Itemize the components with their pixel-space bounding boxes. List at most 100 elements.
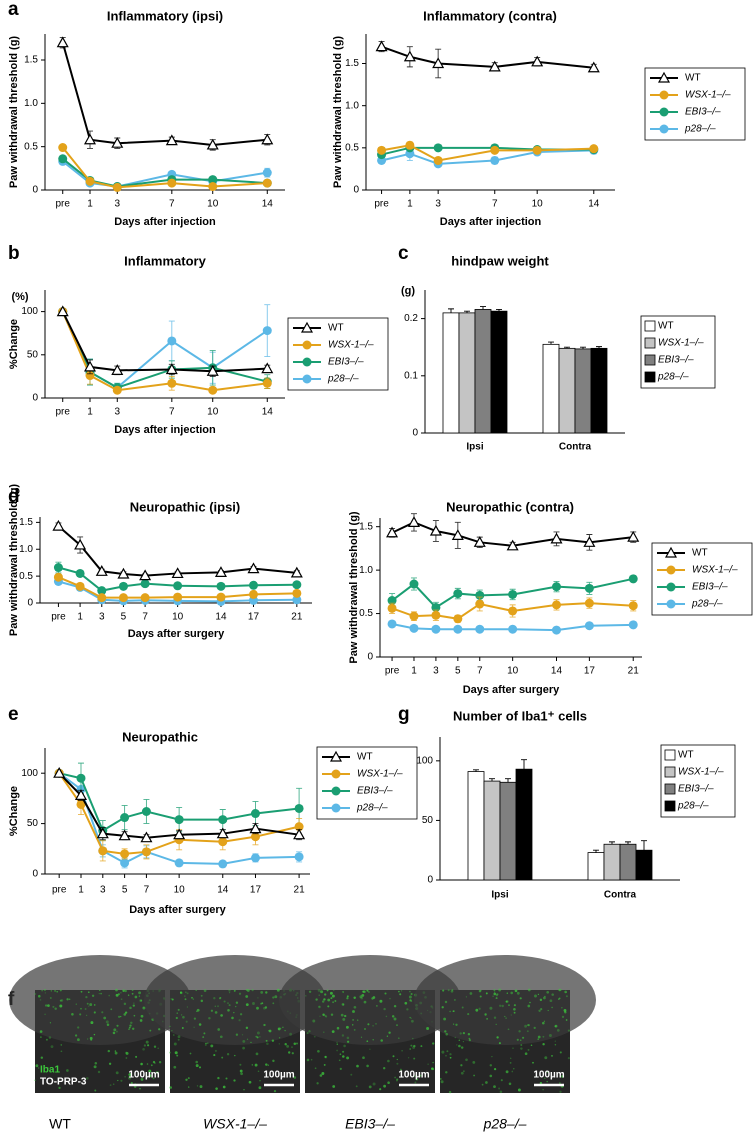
- y-axis-label: Paw withdrawal threshold (g): [348, 511, 360, 664]
- legend-label: p28–/–: [657, 372, 689, 383]
- x-tick-label: Ipsi: [491, 890, 508, 901]
- cell-signal: [540, 1008, 543, 1011]
- cell-signal: [387, 1059, 390, 1063]
- y-tick-label: 100: [21, 306, 38, 317]
- cell-signal: [356, 1064, 359, 1068]
- cell-signal: [459, 1032, 462, 1035]
- cell-signal: [44, 1004, 48, 1007]
- cell-signal: [342, 1050, 345, 1053]
- cell-signal: [214, 1011, 218, 1014]
- legend-swatch: [664, 783, 676, 795]
- cell-signal: [432, 1061, 434, 1064]
- cell-signal: [441, 1050, 445, 1054]
- cell-signal: [152, 1060, 156, 1064]
- x-tick-label: 1: [407, 199, 413, 210]
- x-tick-label: Ipsi: [466, 442, 483, 453]
- cell-signal: [235, 1001, 239, 1004]
- marker: [584, 621, 594, 631]
- marker: [431, 610, 441, 620]
- cell-signal: [393, 1004, 397, 1008]
- cell-signal: [251, 1064, 253, 1066]
- chart-title: Number of Iba1⁺ cells: [453, 708, 587, 723]
- cell-signal: [506, 1000, 509, 1003]
- cell-signal: [103, 1016, 107, 1020]
- cell-signal: [532, 1061, 534, 1064]
- marker: [405, 140, 415, 150]
- cell-signal: [379, 1088, 382, 1091]
- legend-swatch: [664, 766, 676, 778]
- cell-signal: [241, 1034, 244, 1036]
- cell-signal: [107, 1049, 111, 1053]
- marker: [488, 60, 501, 72]
- cell-signal: [93, 1011, 96, 1014]
- cell-signal: [127, 994, 130, 996]
- legend-swatch: [644, 371, 656, 383]
- y-tick-label: 0: [32, 869, 38, 880]
- cell-signal: [208, 1016, 211, 1020]
- x-tick-label: 3: [114, 199, 120, 210]
- cell-signal: [171, 1030, 173, 1032]
- y-tick-label: 1.0: [19, 544, 33, 555]
- cell-signal: [534, 994, 537, 998]
- marker: [433, 143, 443, 153]
- cell-signal: [449, 1056, 452, 1059]
- cell-signal: [330, 1013, 334, 1016]
- cell-signal: [498, 988, 502, 992]
- cell-signal: [493, 1016, 497, 1019]
- cell-signal: [242, 1039, 246, 1043]
- x-tick-label: 10: [507, 666, 519, 677]
- cell-signal: [399, 993, 402, 996]
- cell-signal: [255, 1052, 259, 1056]
- y-tick-label: 100: [416, 755, 433, 766]
- cell-signal: [537, 993, 540, 996]
- x-tick-label: 1: [77, 612, 83, 623]
- marker: [290, 566, 303, 578]
- cell-signal: [137, 1072, 139, 1075]
- cell-signal: [41, 990, 43, 992]
- x-tick-label: 17: [248, 612, 260, 623]
- cell-signal: [489, 1006, 493, 1010]
- legend-label: WT: [685, 73, 701, 84]
- cell-signal: [542, 1089, 544, 1091]
- series-line: [61, 42, 268, 146]
- cell-signal: [336, 1049, 338, 1052]
- marker: [74, 538, 87, 550]
- cell-signal: [336, 1026, 340, 1030]
- cell-signal: [277, 1027, 281, 1031]
- cell-signal: [234, 1054, 236, 1057]
- cell-signal: [68, 998, 71, 1001]
- cell-signal: [341, 1034, 345, 1037]
- cell-signal: [343, 1044, 346, 1048]
- cell-signal: [153, 1045, 157, 1048]
- marker: [75, 568, 85, 578]
- marker: [218, 815, 228, 825]
- cell-signal: [259, 1036, 261, 1038]
- marker: [83, 360, 97, 372]
- cell-signal: [426, 1027, 430, 1030]
- cell-signal: [351, 1024, 354, 1026]
- cell-signal: [461, 1006, 464, 1009]
- marker: [112, 385, 122, 395]
- bar: [483, 780, 501, 881]
- cell-signal: [112, 1083, 115, 1085]
- cell-signal: [520, 1044, 523, 1046]
- cell-signal: [198, 1023, 202, 1026]
- cell-signal: [499, 1090, 503, 1094]
- cell-signal: [544, 995, 546, 998]
- cell-signal: [135, 1055, 138, 1058]
- cell-signal: [388, 1031, 391, 1034]
- cell-signal: [56, 990, 59, 993]
- marker: [76, 799, 86, 809]
- cell-signal: [323, 1063, 326, 1066]
- cell-signal: [255, 1035, 258, 1038]
- cell-signal: [366, 990, 369, 992]
- cell-signal: [308, 1030, 311, 1033]
- cell-signal: [372, 996, 376, 999]
- cell-signal: [245, 1026, 249, 1030]
- marker: [173, 828, 186, 840]
- chart: 0 50 100 Neuropathic e %Change Days after surg…: [8, 704, 418, 916]
- cell-signal: [174, 1051, 178, 1055]
- cell-signal: [383, 1007, 386, 1011]
- legend-swatch: [644, 337, 656, 349]
